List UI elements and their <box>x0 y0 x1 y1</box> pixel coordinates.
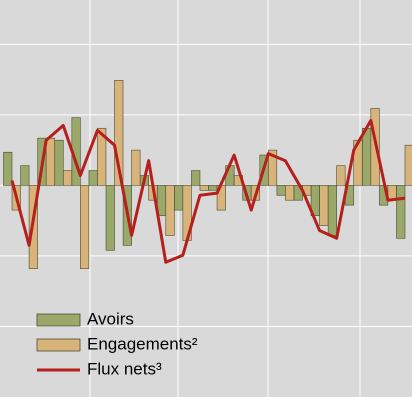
bar <box>174 185 184 211</box>
bar <box>114 79 124 186</box>
legend-label: Engagements² <box>87 334 198 353</box>
bar <box>396 185 406 239</box>
bar <box>20 165 30 186</box>
bar <box>3 151 13 186</box>
bar <box>319 185 329 226</box>
bar <box>208 185 218 191</box>
bar <box>97 127 107 186</box>
bar <box>336 165 346 186</box>
legend-label: Flux nets³ <box>87 359 162 378</box>
bar <box>362 127 372 186</box>
legend-label: Avoirs <box>87 309 134 328</box>
bar <box>165 185 175 236</box>
bar <box>404 144 412 186</box>
bar <box>285 185 295 201</box>
bar <box>105 185 115 251</box>
legend-swatch <box>36 338 81 352</box>
bar <box>199 185 209 191</box>
bar <box>327 185 337 236</box>
bar <box>88 170 98 186</box>
bar <box>45 137 55 186</box>
bar <box>268 149 278 186</box>
legend-swatch <box>36 313 81 327</box>
bar <box>80 185 90 269</box>
line <box>10 119 406 264</box>
bar <box>54 139 64 186</box>
bar <box>191 170 201 186</box>
bar <box>276 185 286 196</box>
bar <box>131 149 141 186</box>
bar <box>62 170 73 186</box>
